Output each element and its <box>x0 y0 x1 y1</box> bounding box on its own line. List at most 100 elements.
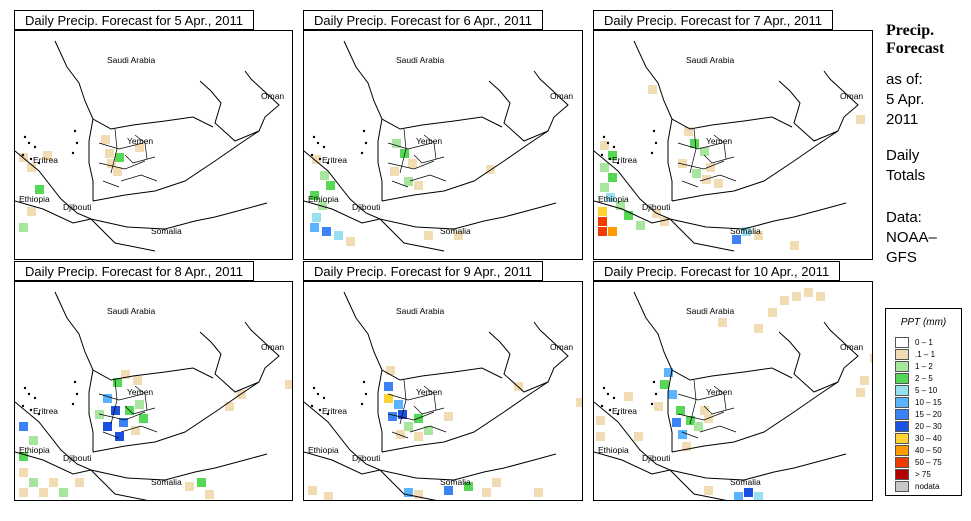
label-oman: Oman <box>840 342 863 352</box>
legend-item: 40 – 50 <box>895 444 942 456</box>
red-sea-islands <box>21 380 79 416</box>
island <box>29 157 33 161</box>
precip-cell <box>95 410 104 419</box>
island <box>75 141 79 145</box>
horn-africa-coast <box>304 401 557 481</box>
governorate-lines-a <box>677 379 737 433</box>
label-djibouti: Djibouti <box>642 453 670 463</box>
precip-cell <box>205 490 214 499</box>
precip-cell <box>424 231 433 240</box>
legend-swatch <box>895 384 909 396</box>
governorate-lines-a <box>98 379 158 433</box>
island <box>616 161 620 165</box>
yemen-west-coast <box>377 369 383 452</box>
precip-cell <box>29 478 38 487</box>
precip-cell <box>624 392 633 401</box>
asof-date: 5 Apr. <box>886 91 925 108</box>
precip-cell <box>600 141 609 150</box>
precip-cell <box>400 149 409 158</box>
precip-cell <box>606 193 615 202</box>
legend-label: 50 – 75 <box>915 457 942 467</box>
horn-africa-coast <box>15 401 268 481</box>
panel-title: Daily Precip. Forecast for 10 Apr., 2011 <box>593 261 841 281</box>
precip-cell <box>654 402 663 411</box>
precip-cell <box>464 482 473 491</box>
island <box>71 402 75 406</box>
ppt-legend: PPT (mm) 0 – 1 .1 – 1 1 – 2 2 – 5 5 – 10 10 –… <box>885 308 962 496</box>
forecast-date: as of: 5 Apr. 2011 <box>886 70 966 130</box>
island <box>606 141 610 145</box>
label-eritrea: Eritrea <box>322 406 347 416</box>
precip-cell <box>404 177 413 186</box>
precip-cell <box>718 318 727 327</box>
precip-cell <box>860 376 869 385</box>
precip-cell <box>39 488 48 497</box>
island <box>23 386 27 390</box>
legend-label: > 75 <box>915 469 931 479</box>
oman-coast-boundary <box>199 70 280 142</box>
legend-swatch <box>895 372 909 384</box>
island <box>326 412 330 416</box>
island <box>362 380 366 384</box>
governorate-lines-b <box>681 385 735 439</box>
label-oman: Oman <box>261 91 284 101</box>
precip-cells <box>19 370 292 499</box>
forecast-map: Saudi Arabia Oman Yemen Eritrea Ethiopia Djib… <box>303 30 583 260</box>
panel-title: Daily Precip. Forecast for 6 Apr., 2011 <box>303 10 543 30</box>
precip-cell <box>390 167 399 176</box>
precip-cell <box>676 406 685 415</box>
precip-cell <box>384 394 393 403</box>
precip-cell <box>742 227 751 236</box>
precip-cell <box>804 288 813 297</box>
island <box>600 153 604 157</box>
map-canvas: Saudi Arabia Oman Yemen Eritrea Ethiopia Djib… <box>304 40 573 252</box>
legend-swatch <box>895 408 909 420</box>
red-sea-islands <box>21 129 79 165</box>
island <box>71 151 75 155</box>
somalia-boundary <box>90 469 148 500</box>
yemen-west-coast <box>88 118 94 201</box>
legend-swatch <box>895 360 909 372</box>
precip-cell <box>237 390 246 399</box>
map-canvas: Saudi Arabia Oman Yemen Eritrea Ethiopia Djib… <box>594 40 865 252</box>
totals-line: Totals <box>886 167 926 184</box>
precip-cell <box>634 432 643 441</box>
label-ethiopia: Ethiopia <box>19 445 50 455</box>
island <box>650 402 654 406</box>
precip-cell <box>19 488 28 497</box>
precip-cell <box>672 418 681 427</box>
island <box>318 157 322 161</box>
precip-cell <box>648 85 657 94</box>
precip-cell <box>414 181 423 190</box>
precip-cell <box>636 221 645 230</box>
island <box>73 129 77 133</box>
precip-cell <box>285 380 292 389</box>
precip-cell <box>386 366 395 375</box>
legend-label: 30 – 40 <box>915 433 942 443</box>
saudi-yemen-border <box>54 40 214 130</box>
precip-cell <box>75 478 84 487</box>
island <box>318 408 322 412</box>
label-ethiopia: Ethiopia <box>19 194 50 204</box>
legend-item: > 75 <box>895 468 931 480</box>
data-source-model: GFS <box>886 249 917 266</box>
governorate-lines-b <box>681 134 735 188</box>
precip-cell <box>678 430 687 439</box>
island <box>652 380 656 384</box>
precip-cell <box>704 486 713 495</box>
precip-cell <box>394 400 403 409</box>
totals-note: Daily Totals <box>886 146 966 186</box>
precip-cell <box>454 231 463 240</box>
island <box>27 392 31 396</box>
precip-cell <box>312 155 321 164</box>
label-yemen: Yemen <box>706 136 732 146</box>
legend-item: 30 – 40 <box>895 432 942 444</box>
precip-cell <box>135 400 144 409</box>
title-line: Forecast <box>886 40 945 57</box>
precip-cell <box>424 426 433 435</box>
precip-cell <box>49 478 58 487</box>
island <box>312 386 316 390</box>
island <box>312 135 316 139</box>
legend-item: 20 – 30 <box>895 420 942 432</box>
precip-cell <box>119 418 128 427</box>
